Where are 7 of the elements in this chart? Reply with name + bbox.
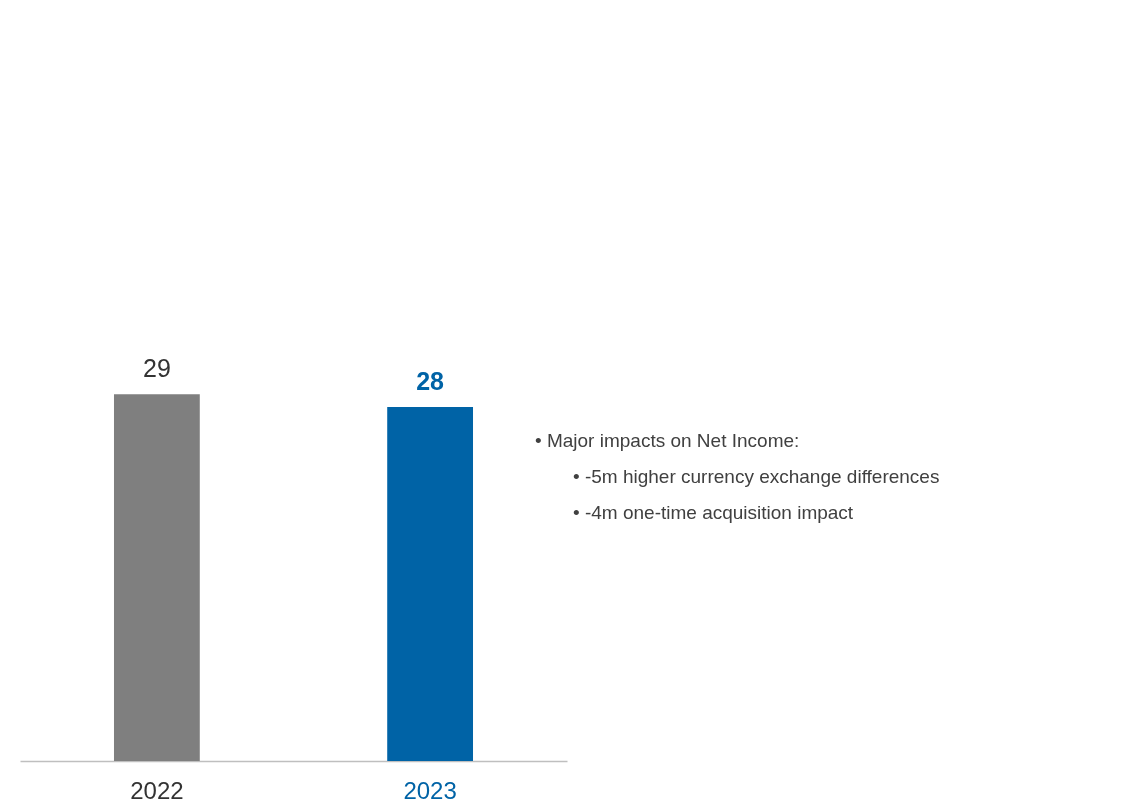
text: • -5m higher currency exchange differences — [573, 466, 940, 488]
text: • -4m one-time acquisition impact — [573, 502, 854, 524]
data-label: 28 — [416, 366, 445, 395]
x-tick-label: 2023 — [403, 776, 457, 804]
x-tick-label: 2022 — [130, 776, 184, 804]
annotation: • Major impacts on Net Income: — [535, 430, 800, 452]
data-label: 29 — [142, 354, 171, 383]
